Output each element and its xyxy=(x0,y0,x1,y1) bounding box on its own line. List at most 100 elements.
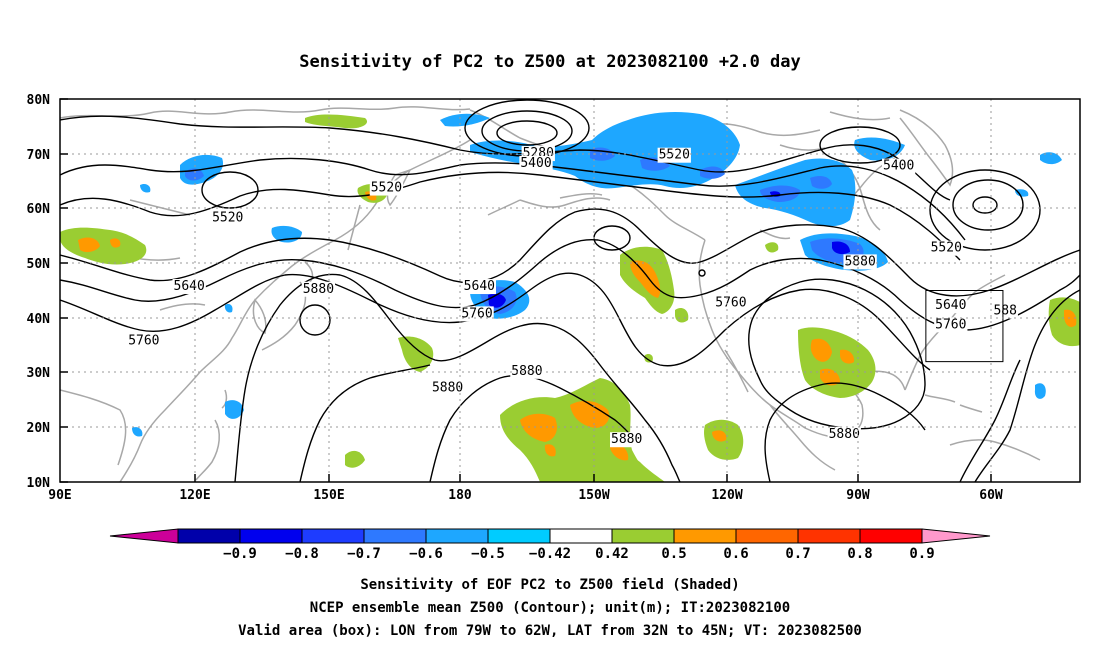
contour-label: 5880 xyxy=(829,427,860,442)
contour-label: 5640 xyxy=(174,279,205,294)
colorbar-segment xyxy=(301,528,365,544)
colorbar-max-arrow xyxy=(921,528,991,544)
contour-label-background xyxy=(934,298,968,314)
contour-label-background xyxy=(992,303,1018,319)
contour-label: 5760 xyxy=(715,295,746,310)
valid-area-box xyxy=(925,290,1004,363)
contour-label-background xyxy=(430,380,465,396)
lat-label: 10N xyxy=(27,476,51,491)
lat-label: 20N xyxy=(27,421,51,436)
colorbar-segment xyxy=(425,528,489,544)
positive-shading-orange xyxy=(78,191,1077,461)
lon-label: 90W xyxy=(846,488,870,503)
contour-label-background xyxy=(462,279,496,295)
caption-line: Sensitivity of EOF PC2 to Z500 field (Sh… xyxy=(360,577,739,593)
colorbar: −0.9 −0.8 −0.7 −0.6 −0.5 −0.42 0.42 0.5 0.6 0.7 0.… xyxy=(109,528,991,562)
colorbar-label: 0.8 xyxy=(847,546,872,562)
colorbar-segment xyxy=(797,528,861,544)
lon-label: 90E xyxy=(48,488,71,503)
longitude-labels: 90E 120E 150E 180 150W 120W 90W 60W xyxy=(48,488,1003,503)
lon-label: 180 xyxy=(448,488,472,503)
lat-label: 50N xyxy=(27,257,51,272)
positive-shading xyxy=(60,114,1080,482)
colorbar-segment xyxy=(735,528,799,544)
lon-label: 150W xyxy=(578,488,609,503)
colorbar-segment xyxy=(673,528,737,544)
colorbar-segment xyxy=(239,528,303,544)
lat-label: 60N xyxy=(27,202,51,217)
latitude-labels: 80N 70N 60N 50N 40N 30N 20N 10N xyxy=(27,93,51,491)
colorbar-segment xyxy=(611,528,675,544)
contour-label: 5520 xyxy=(212,211,243,226)
contour-label: 588 xyxy=(993,304,1016,319)
colorbar-label: 0.9 xyxy=(909,546,934,562)
colorbar-label: 0.5 xyxy=(661,546,686,562)
lat-label: 70N xyxy=(27,148,51,163)
map-frame xyxy=(59,98,1081,483)
colorbar-segment xyxy=(363,528,427,544)
contour-label: 5760 xyxy=(935,317,966,332)
colorbar-segment xyxy=(487,528,551,544)
contour-label: 5880 xyxy=(303,282,334,297)
contour-label: 5520 xyxy=(371,181,402,196)
contour-label-background xyxy=(934,317,968,333)
contour-label: 5400 xyxy=(883,159,914,174)
contour-label-background xyxy=(127,333,161,349)
contour-label-background xyxy=(929,240,963,256)
axis-ticks xyxy=(60,98,992,483)
colorbar-label: 0.6 xyxy=(723,546,748,562)
contour-label: 5520 xyxy=(931,241,962,256)
lon-label: 120E xyxy=(179,488,210,503)
contour-label-background xyxy=(172,279,206,295)
colorbar-label: −0.9 xyxy=(223,546,257,562)
contour-label: 5760 xyxy=(128,334,159,349)
contour-label-background xyxy=(843,254,877,270)
contour-label-background xyxy=(610,432,644,448)
contour-label-background xyxy=(657,147,691,163)
contour-label-background xyxy=(827,426,861,442)
colorbar-segment xyxy=(859,528,923,544)
gridlines xyxy=(60,99,1080,482)
colorbar-label: −0.5 xyxy=(471,546,505,562)
colorbar-label: −0.6 xyxy=(409,546,443,562)
colorbar-segment xyxy=(177,528,241,544)
lon-label: 60W xyxy=(979,488,1003,503)
lon-label: 120W xyxy=(711,488,742,503)
z500-contours xyxy=(60,99,1080,482)
contour-label-background xyxy=(714,295,748,311)
contour-label: 5640 xyxy=(464,279,495,294)
colorbar-segment xyxy=(549,528,613,544)
lat-label: 40N xyxy=(27,312,51,327)
contour-label-background xyxy=(301,281,336,297)
contour-label-background xyxy=(882,158,916,174)
contour-label: 5400 xyxy=(520,156,551,171)
colorbar-min-arrow xyxy=(109,528,179,544)
map-title: Sensitivity of PC2 to Z500 at 2023082100… xyxy=(299,52,801,72)
contour-label-background xyxy=(211,210,245,226)
lon-label: 150E xyxy=(313,488,344,503)
contour-label: 5640 xyxy=(935,298,966,313)
caption-line: Valid area (box): LON from 79W to 62W, L… xyxy=(238,623,862,639)
contour-label-background xyxy=(510,363,544,379)
contour-label: 5880 xyxy=(844,254,875,269)
contour-label: 5880 xyxy=(511,364,542,379)
lat-label: 30N xyxy=(27,366,51,381)
contour-label: 5880 xyxy=(432,380,463,395)
colorbar-label: −0.42 xyxy=(529,546,571,562)
lat-label: 80N xyxy=(27,93,51,108)
contour-label: 5760 xyxy=(461,306,492,321)
colorbar-label: −0.7 xyxy=(347,546,381,562)
contour-label-background xyxy=(369,180,404,196)
colorbar-label: 0.7 xyxy=(785,546,810,562)
caption-line: NCEP ensemble mean Z500 (Contour); unit(… xyxy=(310,600,790,616)
colorbar-label: 0.42 xyxy=(595,546,629,562)
caption: Sensitivity of EOF PC2 to Z500 field (Sh… xyxy=(238,577,862,639)
contour-label: 5520 xyxy=(659,148,690,163)
colorbar-label: −0.8 xyxy=(285,546,319,562)
contour-label-background xyxy=(519,155,553,171)
contour-label: 5880 xyxy=(611,432,642,447)
